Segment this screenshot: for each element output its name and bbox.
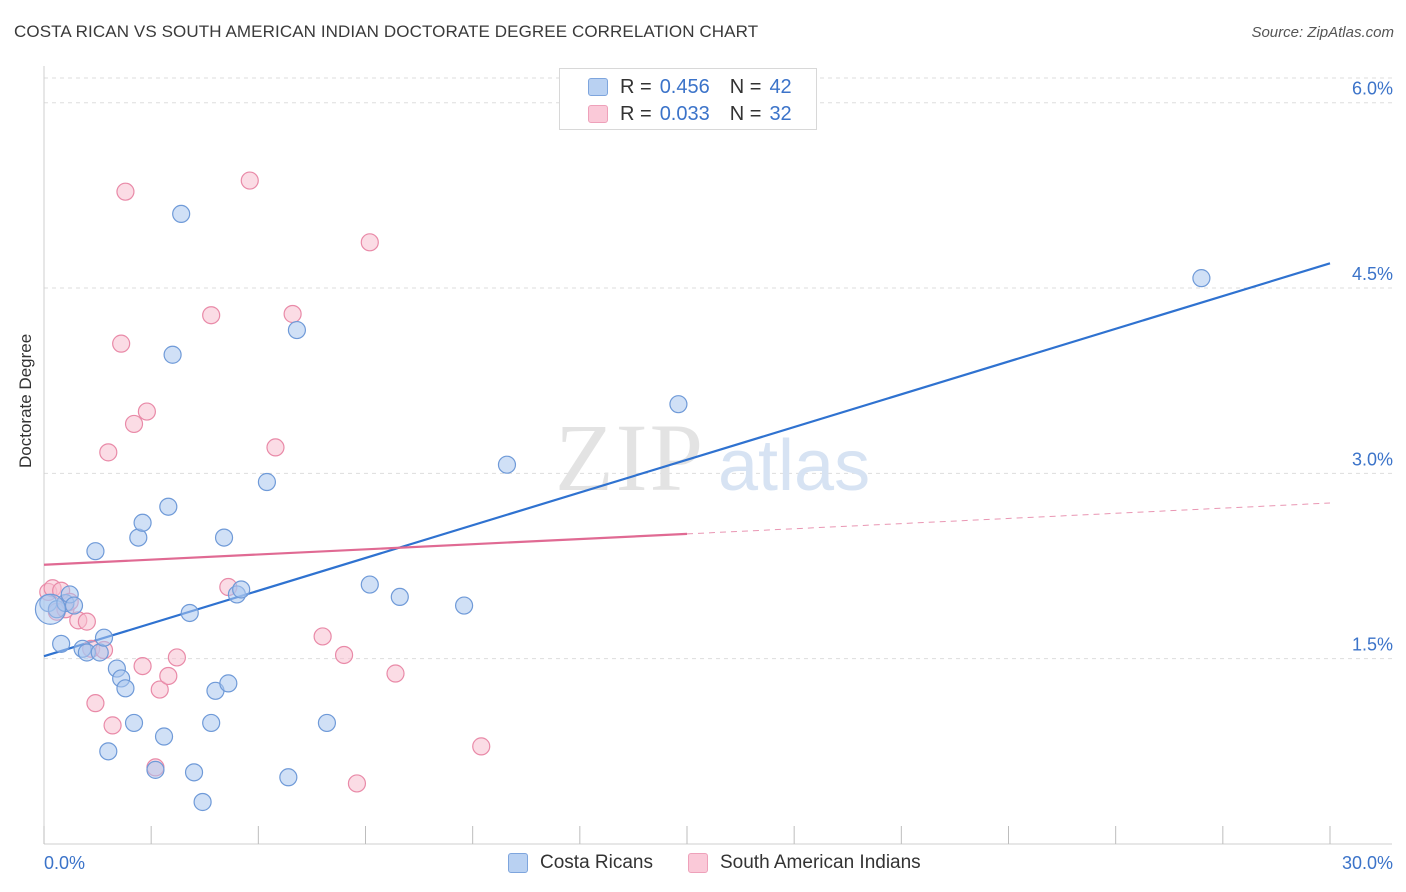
y-tick-label: 4.5% xyxy=(1352,264,1393,284)
point-south-american-indians xyxy=(167,648,186,667)
tick-label-layer: 1.5% 3.0% 4.5% 6.0% 0.0% 30.0% xyxy=(44,79,1393,873)
point-costa-ricans xyxy=(133,513,152,532)
trend-line-south-american-indians xyxy=(43,532,688,566)
y-tick-label: 3.0% xyxy=(1352,449,1393,469)
point-costa-ricans xyxy=(279,768,298,787)
point-costa-ricans xyxy=(287,320,307,340)
axis-layer xyxy=(43,66,1392,845)
point-south-american-indians xyxy=(266,438,285,457)
point-costa-ricans xyxy=(180,603,199,623)
point-costa-ricans xyxy=(232,580,251,599)
point-costa-ricans xyxy=(99,742,118,761)
trend-line-extension-south-american-indians xyxy=(686,502,1331,535)
legend-swatch-blue xyxy=(588,78,608,96)
point-costa-ricans xyxy=(202,713,221,733)
point-costa-ricans xyxy=(116,679,135,698)
grid-layer xyxy=(44,77,1392,660)
legend-r-value: 0.456 xyxy=(659,75,710,98)
point-costa-ricans xyxy=(154,727,174,746)
bottom-legend-swatch-blue xyxy=(508,853,528,873)
point-costa-ricans xyxy=(1192,269,1211,288)
point-south-american-indians xyxy=(133,656,152,676)
point-south-american-indians xyxy=(472,737,491,756)
legend-row-south-american-indians: R = 0.033 N = 32 xyxy=(588,103,792,125)
point-south-american-indians xyxy=(112,334,131,353)
legend-box: R = 0.456 N = 42 R = 0.033 N = 32 xyxy=(559,68,817,130)
point-costa-ricans xyxy=(257,472,277,492)
point-costa-ricans xyxy=(94,628,114,647)
y-tick-label: 6.0% xyxy=(1352,79,1393,99)
point-south-american-indians xyxy=(103,716,122,735)
bottom-legend-label: Costa Ricans xyxy=(540,852,653,873)
point-costa-ricans xyxy=(86,542,105,561)
legend-swatch-pink xyxy=(588,105,608,123)
bottom-legend-costa-ricans: Costa Ricans xyxy=(508,852,653,874)
point-south-american-indians xyxy=(283,304,302,324)
watermark-zip: ZIP xyxy=(555,404,705,511)
legend-n-label: N = xyxy=(729,102,762,125)
point-costa-ricans xyxy=(184,763,204,782)
legend-r-label: R = xyxy=(620,75,652,98)
point-cluster-costa-ricans xyxy=(34,593,67,625)
bottom-legend-south-american-indians: South American Indians xyxy=(688,852,921,874)
chart-title: COSTA RICAN VS SOUTH AMERICAN INDIAN DOC… xyxy=(14,22,759,41)
point-costa-ricans xyxy=(669,395,688,414)
watermark-atlas: atlas xyxy=(718,426,870,506)
point-south-american-indians xyxy=(386,664,405,683)
point-costa-ricans xyxy=(390,587,409,607)
legend-r-value: 0.033 xyxy=(659,102,710,125)
source-label: Source: ZipAtlas.com xyxy=(1251,24,1394,41)
point-costa-ricans xyxy=(159,497,178,516)
point-costa-ricans xyxy=(172,204,191,224)
point-costa-ricans xyxy=(360,575,379,594)
point-south-american-indians xyxy=(334,645,354,665)
points-layer xyxy=(34,171,1211,812)
point-south-american-indians xyxy=(86,694,105,713)
legend-n-value: 32 xyxy=(769,102,792,125)
legend-n-value: 42 xyxy=(769,75,792,98)
point-south-american-indians xyxy=(313,627,332,646)
bottom-legend-label: South American Indians xyxy=(720,852,921,873)
point-south-american-indians xyxy=(240,171,259,190)
point-south-american-indians xyxy=(347,774,367,793)
point-costa-ricans xyxy=(52,634,71,653)
bottom-legend-swatch-pink xyxy=(688,853,708,873)
legend-n-label: N = xyxy=(729,75,762,98)
point-costa-ricans xyxy=(124,713,144,733)
point-costa-ricans xyxy=(146,760,165,779)
point-south-american-indians xyxy=(159,666,178,686)
legend-r-label: R = xyxy=(620,102,652,125)
point-south-american-indians xyxy=(77,612,96,631)
point-costa-ricans xyxy=(163,345,182,364)
point-south-american-indians xyxy=(99,443,118,462)
point-south-american-indians xyxy=(202,306,221,325)
legend-row-costa-ricans: R = 0.456 N = 42 xyxy=(588,76,792,98)
point-costa-ricans xyxy=(454,596,474,615)
watermark: ZIP atlas xyxy=(555,404,870,511)
trend-layer xyxy=(43,262,1331,658)
point-costa-ricans xyxy=(219,674,238,693)
trend-line-costa-ricans xyxy=(43,262,1331,658)
x-tick-label: 0.0% xyxy=(44,853,85,873)
point-costa-ricans xyxy=(214,528,234,547)
x-tick-label: 30.0% xyxy=(1342,853,1393,873)
y-tick-label: 1.5% xyxy=(1352,635,1393,655)
point-south-american-indians xyxy=(360,233,379,252)
point-south-american-indians xyxy=(124,414,144,434)
point-costa-ricans xyxy=(64,596,84,615)
point-south-american-indians xyxy=(116,182,135,201)
point-south-american-indians xyxy=(150,680,169,699)
point-south-american-indians xyxy=(137,402,156,421)
point-costa-ricans xyxy=(193,792,212,812)
point-costa-ricans xyxy=(497,455,517,474)
point-costa-ricans xyxy=(317,713,337,733)
